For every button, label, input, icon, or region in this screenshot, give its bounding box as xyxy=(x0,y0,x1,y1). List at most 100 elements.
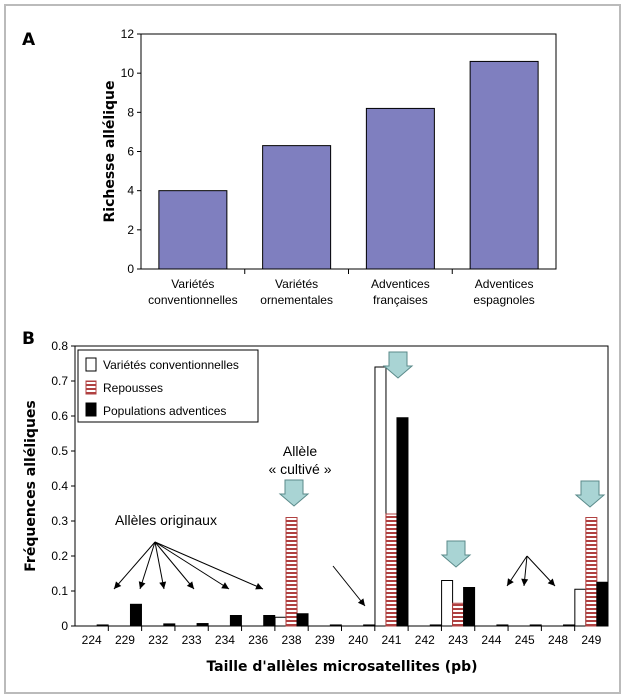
pointer-arrow-line xyxy=(154,541,195,590)
highlight-arrow-238 xyxy=(278,479,310,507)
chart-a-category-label: ornementales xyxy=(260,293,333,307)
chart-b-bar xyxy=(196,623,209,627)
legend-label-repousses: Repousses xyxy=(103,381,163,395)
pointer-arrow-head xyxy=(159,581,167,589)
annotation-cultivated-line2: « cultivé » xyxy=(268,461,331,477)
chart-b-bar xyxy=(374,366,387,627)
chart-a-category-label: françaises xyxy=(373,293,428,307)
chart-b-category-label: 248 xyxy=(548,633,568,647)
chart-b-bar xyxy=(285,517,298,627)
chart-a-category-label: conventionnelles xyxy=(148,293,237,307)
chart-a-ytick-label: 4 xyxy=(127,184,134,198)
chart-a-ytick-label: 0 xyxy=(127,262,134,276)
pointer-arrow-head xyxy=(138,581,146,589)
chart-b-ytick-label: 0.8 xyxy=(51,339,68,353)
chart-b-category-label: 234 xyxy=(215,633,235,647)
chart-a-ytick-label: 10 xyxy=(121,66,135,80)
pointer-arrow-line xyxy=(332,565,366,607)
chart-b-category-label: 238 xyxy=(282,633,302,647)
chart-b-ytick-label: 0.1 xyxy=(51,584,68,598)
highlight-arrow-241 xyxy=(382,351,414,379)
legend-swatch-conventionnelles xyxy=(85,357,97,372)
chart-a: 0 2 4 6 8 10 12 Variétés conventionnelles Variété… xyxy=(121,27,557,307)
pointer-arrow-line xyxy=(154,541,165,590)
annotation-original-alleles: Allèles originaux xyxy=(115,512,217,528)
legend-swatch-adventices xyxy=(85,402,97,417)
chart-b-category-label: 236 xyxy=(248,633,268,647)
chart-b-ytick-label: 0.3 xyxy=(51,514,68,528)
chart-a-bar xyxy=(469,60,539,270)
chart-b-bar xyxy=(274,616,287,627)
chart-b-category-label: 239 xyxy=(315,633,335,647)
pointer-arrow-head xyxy=(507,578,514,586)
chart-b-bar xyxy=(129,603,142,627)
chart-b-bar xyxy=(385,513,398,627)
chart-b-category-label: 232 xyxy=(148,633,168,647)
chart-a-category-label: Variétés xyxy=(171,277,214,291)
highlight-arrows xyxy=(278,351,606,568)
legend-label-adventices: Populations adventices xyxy=(103,404,226,418)
chart-b-bar xyxy=(429,624,442,627)
chart-b-category-label: 233 xyxy=(182,633,202,647)
pointer-arrow-head xyxy=(114,581,122,589)
chart-b-ytick-label: 0.7 xyxy=(51,374,68,388)
panel-b-label: B xyxy=(22,329,35,349)
chart-b-bar xyxy=(329,624,342,627)
chart-a-bar xyxy=(262,145,332,270)
chart-b-bar xyxy=(441,580,454,627)
chart-b-bar xyxy=(585,517,598,627)
chart-b-category-label: 244 xyxy=(481,633,501,647)
chart-b-ytick-label: 0 xyxy=(61,619,68,633)
legend-label-conventionnelles: Variétés conventionnelles xyxy=(103,358,239,372)
pointer-arrow-line xyxy=(139,541,156,590)
chart-a-category-label: Adventices xyxy=(475,277,534,291)
chart-b-category-label: 241 xyxy=(381,633,401,647)
pointer-arrow-head xyxy=(547,578,555,586)
chart-b-bar xyxy=(563,624,576,627)
pointer-arrow-line xyxy=(154,541,264,590)
chart-a-category-label: espagnoles xyxy=(473,293,534,307)
chart-b-category-label: 249 xyxy=(581,633,601,647)
chart-a-category-label: Variétés xyxy=(275,277,318,291)
chart-a-ylabel: Richesse allélique xyxy=(102,81,118,223)
chart-b-bar xyxy=(363,624,376,627)
chart-a-ytick-label: 2 xyxy=(127,223,134,237)
highlight-arrow-243 xyxy=(440,540,472,568)
panel-a-label: A xyxy=(22,30,36,50)
highlight-arrow-249 xyxy=(574,480,606,508)
chart-b-bar xyxy=(452,602,465,627)
chart-b-category-label: 229 xyxy=(115,633,135,647)
chart-b-ytick-label: 0.4 xyxy=(51,479,68,493)
chart-b-bar xyxy=(529,624,542,627)
chart-b-legend: Variétés conventionnelles Repousses Popu… xyxy=(77,349,259,423)
chart-b-bar xyxy=(463,587,476,627)
annotation-cultivated-line1: Allèle xyxy=(283,443,317,459)
chart-b-bar xyxy=(496,624,509,627)
pointer-arrow-line xyxy=(154,541,230,590)
chart-b-category-label: 245 xyxy=(515,633,535,647)
annotation-pointer-arrows xyxy=(113,541,556,607)
chart-b-annotations: Allèles originaux Allèle « cultivé » xyxy=(113,351,606,607)
chart-b: 0 0.1 0.2 0.3 0.4 0.5 0.6 0.7 0.8 224 229 232 233 234… xyxy=(51,339,609,647)
chart-b-bar xyxy=(229,615,242,627)
pointer-arrow-head xyxy=(521,578,529,586)
chart-b-bar xyxy=(96,624,109,627)
chart-a-ytick-label: 8 xyxy=(127,105,134,119)
pointer-arrow-head xyxy=(221,582,229,589)
chart-b-ytick-label: 0.2 xyxy=(51,549,68,563)
chart-a-bar xyxy=(158,190,228,270)
chart-b-bar xyxy=(163,623,176,627)
legend-box xyxy=(77,349,259,423)
pointer-arrow-head xyxy=(357,598,365,606)
chart-b-bar xyxy=(396,417,409,627)
chart-b-category-label: 224 xyxy=(82,633,102,647)
pointer-arrow-head xyxy=(255,582,263,590)
chart-b-bar xyxy=(596,581,609,627)
legend-swatch-repousses xyxy=(85,380,97,395)
chart-b-category-label: 243 xyxy=(448,633,468,647)
chart-a-bar xyxy=(365,107,435,270)
chart-b-xlabel: Taille d'allèles microsatellites (pb) xyxy=(206,659,477,675)
chart-a-category-label: Adventices xyxy=(371,277,430,291)
pointer-arrow-head xyxy=(186,581,194,589)
chart-b-bar xyxy=(296,613,309,627)
